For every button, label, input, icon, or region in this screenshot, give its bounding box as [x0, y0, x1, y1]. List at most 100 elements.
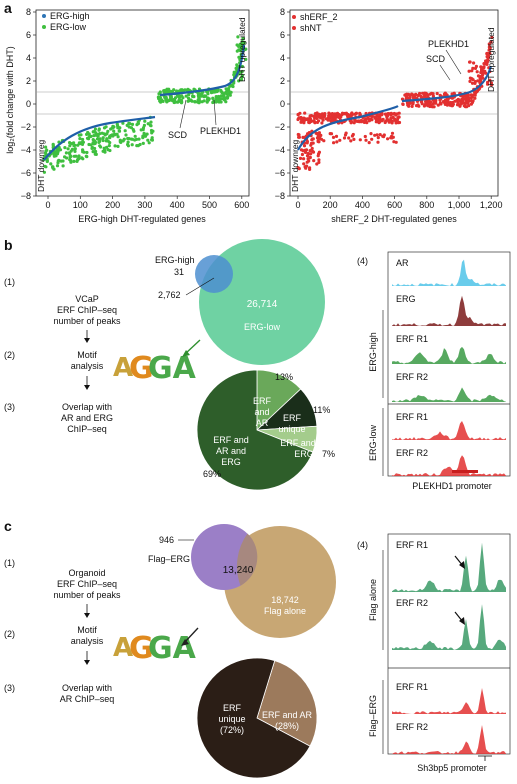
track-label: ERF R1 [396, 412, 428, 422]
data-point [309, 141, 313, 146]
data-point [485, 55, 489, 59]
data-point [468, 79, 472, 83]
data-point [358, 112, 362, 116]
data-point [445, 102, 449, 106]
data-point [352, 121, 356, 125]
right-xlabel: shERF_2 DHT-regulated genes [331, 214, 457, 224]
data-point [179, 98, 184, 102]
data-point [482, 62, 486, 66]
data-point [224, 90, 228, 94]
data-point [468, 60, 472, 64]
data-point [136, 120, 140, 124]
data-point [70, 147, 74, 151]
data-point [229, 90, 233, 94]
data-point [382, 133, 386, 137]
data-point [474, 64, 478, 68]
b-promoter-marker [452, 470, 478, 473]
data-point [350, 111, 354, 115]
c-venn-overlap: 13,240 [223, 565, 254, 576]
left-chart-frame [35, 9, 250, 197]
right-points [296, 35, 494, 171]
data-point [332, 141, 336, 145]
data-point [75, 159, 79, 163]
data-point [393, 117, 397, 121]
data-point [329, 119, 333, 123]
data-point [346, 114, 350, 119]
data-point [142, 131, 146, 135]
data-point [69, 154, 73, 158]
data-point [367, 119, 371, 123]
data-point [316, 139, 320, 144]
data-point [130, 122, 135, 126]
b-pie-pct-69: 69% [203, 469, 221, 479]
track-label: ERF R1 [396, 682, 428, 692]
data-point [207, 98, 211, 102]
left-up-label: DHT upregulated [237, 17, 247, 82]
data-point [226, 92, 230, 97]
y-tick-label: 8 [26, 7, 31, 17]
data-point [52, 167, 56, 171]
c-tracks-num: (4) [357, 540, 368, 550]
left-scatter-chart: 8 6 4 2 0 −2 −4 −6 −8 0 100 200 300 400 500 600 ERG-hi… [21, 7, 250, 224]
c-step3-num: (3) [4, 683, 15, 693]
data-point [116, 135, 120, 139]
data-point [65, 156, 69, 160]
data-point [466, 99, 470, 103]
c-arrow1-head [84, 613, 90, 618]
data-point [101, 138, 105, 143]
data-point [100, 131, 104, 135]
c-track-panel: ERF R1 ERF R2 ERF R1 ERF R2 [387, 533, 511, 755]
data-point [45, 158, 49, 163]
b-pie-label-are-1: ERF and [213, 435, 249, 445]
data-point [335, 140, 339, 144]
c-track-frame [387, 533, 511, 755]
data-point [117, 129, 122, 133]
data-point [172, 88, 176, 92]
b-track-panel: AR ERG ERF R1 ERF R2 ERF R1 ERF R2 [387, 251, 511, 477]
data-point [126, 142, 130, 147]
b-pie-label-unique-2: unique [278, 424, 305, 434]
data-point [435, 91, 439, 96]
c-pie-pct-28: (28%) [275, 721, 299, 731]
y-tick-label: −8 [21, 191, 31, 201]
data-point [462, 104, 466, 108]
data-point [353, 118, 357, 122]
data-point [349, 139, 353, 143]
data-point [451, 102, 455, 106]
data-point [219, 88, 223, 93]
data-point [235, 63, 239, 67]
data-point [308, 114, 312, 118]
b-pie-label-erg-1: ERF and [280, 438, 316, 448]
track-label: ERF R2 [396, 598, 428, 608]
c-motif-arrow-head [181, 639, 189, 646]
data-point [242, 40, 246, 45]
y-tick-label: 0 [280, 99, 285, 109]
data-point [303, 150, 308, 154]
data-point [389, 116, 393, 121]
c-step1-line3: number of peaks [53, 590, 121, 600]
data-point [148, 123, 152, 127]
data-point [386, 137, 390, 141]
data-point [304, 148, 309, 152]
left-annotation-scd-line [179, 99, 187, 129]
y-tick-label: −6 [275, 168, 285, 178]
data-point [310, 138, 314, 142]
x-tick-label: 1,200 [480, 200, 503, 210]
data-point [317, 160, 321, 164]
data-point [89, 134, 93, 138]
data-point [308, 156, 312, 160]
data-point [373, 133, 377, 137]
b-venn-overlap-line [185, 277, 215, 296]
right-annotation-plekhd1: PLEKHD1 [428, 39, 469, 49]
data-point [401, 102, 405, 106]
data-point [470, 81, 475, 85]
y-tick-label: 6 [26, 30, 31, 40]
data-point [139, 128, 143, 132]
data-point [307, 118, 311, 122]
data-point [397, 111, 401, 115]
b-pie-label-ar-3: AR [256, 418, 269, 428]
data-point [375, 133, 379, 137]
y-tick-label: −8 [275, 191, 285, 201]
right-up-label: DHT upregulated [486, 27, 496, 92]
track-signal [392, 604, 506, 650]
